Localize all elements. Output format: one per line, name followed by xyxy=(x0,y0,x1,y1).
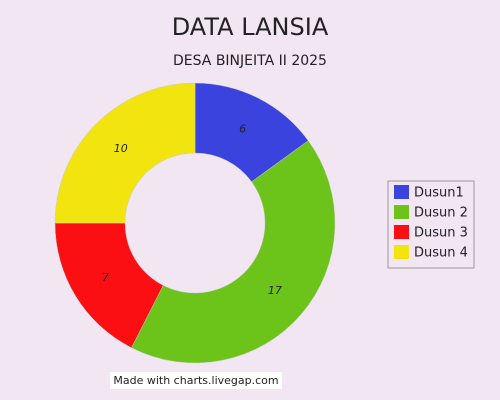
data-label: 17 xyxy=(268,284,282,297)
legend-label: Dusun1 xyxy=(414,186,464,201)
donut-slice xyxy=(131,140,336,364)
footer: Made with charts.livegap.com xyxy=(113,374,278,387)
legend-label: Dusun 4 xyxy=(414,246,468,261)
chart-subtitle: DESA BINJEITA II 2025 xyxy=(173,53,327,69)
data-label: 10 xyxy=(114,142,128,155)
legend-label: Dusun 2 xyxy=(414,206,468,221)
data-label: 7 xyxy=(102,271,109,284)
legend-swatch xyxy=(394,185,409,199)
data-label: 6 xyxy=(239,122,246,135)
footer-bg xyxy=(110,372,282,389)
legend-swatch xyxy=(394,205,409,219)
donut-slice xyxy=(54,82,196,224)
legend-swatch xyxy=(394,245,409,259)
legend-label: Dusun 3 xyxy=(414,226,468,241)
legend-swatch xyxy=(394,225,409,239)
chart-title: DATA LANSIA xyxy=(172,13,329,41)
